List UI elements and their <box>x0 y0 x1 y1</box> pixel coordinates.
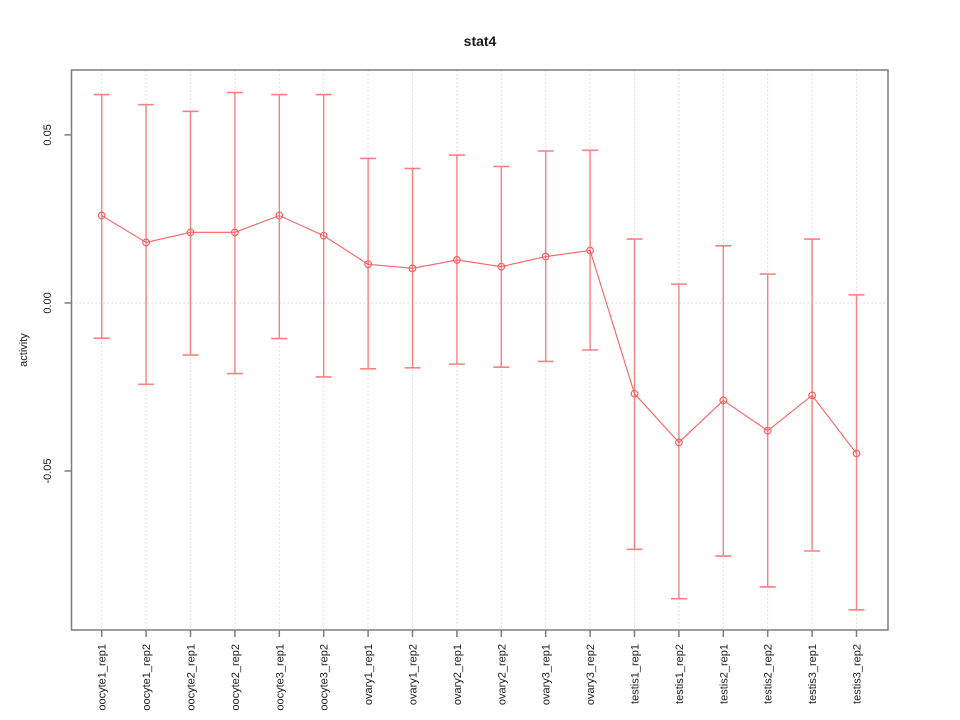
x-tick-label: oocyte3_rep1 <box>274 644 286 711</box>
x-tick-label: oocyte1_rep1 <box>97 644 109 711</box>
data-point <box>275 211 284 220</box>
data-point <box>541 252 550 261</box>
data-point <box>808 391 816 400</box>
axis-layer: 0.05 0.00 -0.05 oocyte1_rep1 oocyte1_rep2 ooc… <box>42 69 889 711</box>
data-point <box>852 449 861 458</box>
plot-border <box>70 69 889 631</box>
y-tick-label: 0.00 <box>42 292 54 313</box>
data-point <box>719 396 728 405</box>
x-tick-label: oocyte2_rep1 <box>186 644 198 711</box>
x-tick-label: testis3_rep1 <box>807 644 819 704</box>
x-tick-label: ovary3_rep2 <box>585 644 597 705</box>
x-tick-label: testis1_rep1 <box>630 644 642 704</box>
chart-title: stat4 <box>464 33 497 49</box>
data-point <box>497 262 506 271</box>
x-tick-label: ovary2_rep1 <box>452 644 464 705</box>
data-point <box>408 264 417 273</box>
data-point <box>142 238 151 247</box>
data-point <box>630 389 639 398</box>
error-bar <box>138 103 155 386</box>
data-point <box>186 228 195 237</box>
x-tick-label: testis2_rep2 <box>763 644 775 704</box>
error-bar <box>182 110 199 356</box>
y-axis-label: activity <box>18 333 30 367</box>
error-bar <box>670 283 687 600</box>
x-tick-label: testis2_rep1 <box>718 644 730 704</box>
error-bar <box>93 93 110 340</box>
data-point <box>230 228 239 237</box>
x-tick-label: ovary1_rep2 <box>408 644 420 705</box>
series-line <box>101 214 857 454</box>
x-tick-label: testis3_rep2 <box>852 644 864 704</box>
data-point <box>364 260 373 269</box>
y-tick-label: 0.05 <box>42 124 54 145</box>
data-point <box>453 256 461 264</box>
x-tick-label: ovary2_rep2 <box>496 644 508 705</box>
error-bar <box>360 157 377 370</box>
data-point <box>675 438 683 447</box>
error-bar <box>271 93 288 340</box>
error-bar <box>848 294 865 611</box>
x-tick-label: oocyte3_rep2 <box>319 644 331 711</box>
data-point <box>319 231 328 240</box>
grid-layer <box>71 70 888 630</box>
data-point <box>97 211 106 220</box>
x-tick-label: testis1_rep2 <box>674 644 686 704</box>
x-tick-label: oocyte2_rep2 <box>230 644 242 711</box>
y-tick-label: -0.05 <box>42 458 54 483</box>
data-point <box>586 246 594 255</box>
x-tick-label: ovary1_rep1 <box>363 644 375 705</box>
data-layer <box>93 91 865 611</box>
error-bar <box>226 91 243 375</box>
x-tick-label: oocyte1_rep2 <box>141 644 153 711</box>
x-tick-label: ovary3_rep1 <box>541 644 553 705</box>
data-point <box>763 426 772 435</box>
